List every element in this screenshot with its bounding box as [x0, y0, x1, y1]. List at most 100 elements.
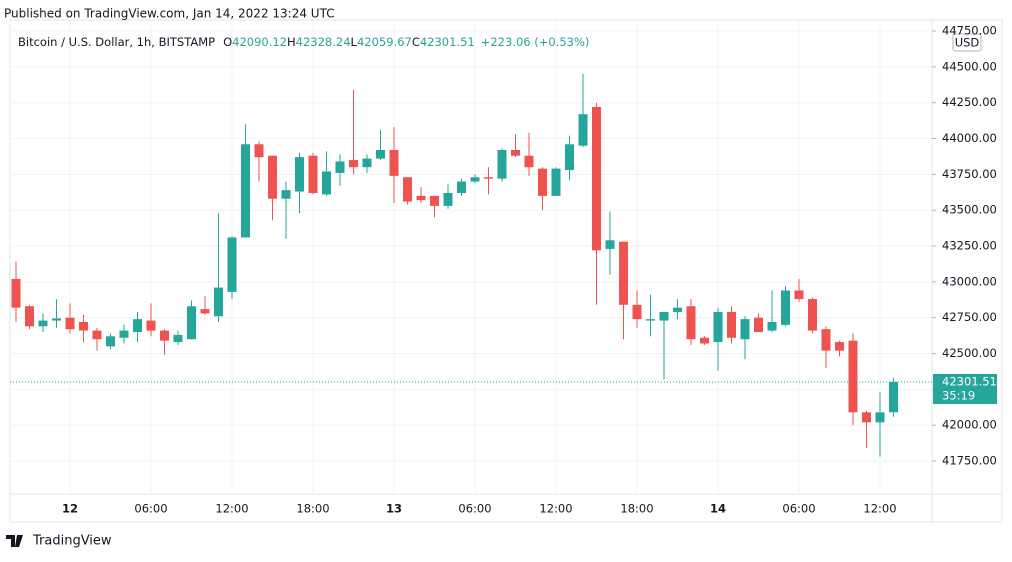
- x-tick-label: 18:00: [296, 502, 329, 516]
- y-tick-label: 43000.00: [942, 274, 997, 288]
- candle-body: [551, 168, 561, 196]
- x-tick-label: 06:00: [134, 502, 167, 516]
- y-tick-label: 43500.00: [942, 203, 997, 217]
- legend-title: Bitcoin / U.S. Dollar, 1h, BITSTAMP: [18, 35, 215, 49]
- brand: TradingView: [32, 534, 112, 549]
- candle-body: [133, 319, 142, 333]
- candle-body: [484, 177, 493, 179]
- candle-body: [511, 150, 520, 156]
- y-tick-label: 44500.00: [942, 59, 997, 73]
- candle-body: [11, 279, 21, 308]
- candle-body: [52, 318, 61, 321]
- candle-body: [632, 304, 642, 320]
- y-tick-label: 42500.00: [942, 346, 997, 360]
- candle-body: [889, 381, 898, 413]
- candle-body: [308, 155, 318, 194]
- candle-body: [619, 241, 628, 305]
- candle-body: [335, 161, 345, 173]
- y-tick-label: 44750.00: [942, 24, 997, 38]
- candle-body: [754, 317, 763, 333]
- candle-body: [173, 334, 183, 343]
- candle-body: [808, 299, 817, 331]
- candle-body: [686, 306, 696, 340]
- legend-change: +223.06 (+0.53%): [481, 35, 590, 49]
- candle-body: [713, 311, 723, 343]
- candle-body: [349, 160, 358, 168]
- legend: Bitcoin / U.S. Dollar, 1h, BITSTAMP O4209…: [18, 35, 589, 49]
- candle-body: [389, 150, 399, 176]
- last-price-label: 42301.51: [942, 374, 997, 388]
- y-tick-label: 41750.00: [942, 454, 997, 468]
- x-tick-label: 12:00: [863, 502, 896, 516]
- candle-body: [268, 155, 277, 199]
- countdown: 35:19: [942, 388, 975, 402]
- legend-key: H: [287, 35, 296, 49]
- candle-body: [281, 190, 291, 199]
- x-tick-label: 18:00: [620, 502, 653, 516]
- y-tick-label: 42000.00: [942, 418, 997, 432]
- candle-body: [403, 177, 412, 202]
- candle-body: [605, 240, 615, 249]
- candle-body: [727, 311, 736, 338]
- x-tick-label: 12:00: [539, 502, 572, 516]
- x-tick-label: 13: [386, 502, 402, 516]
- candle-body: [794, 290, 804, 300]
- x-tick-label: 06:00: [782, 502, 815, 516]
- candle-body: [200, 309, 210, 314]
- candle-body: [781, 290, 790, 325]
- candle-body: [565, 144, 574, 171]
- candle-body: [592, 107, 601, 251]
- legend-key: C: [412, 35, 420, 49]
- candle-body: [673, 307, 682, 312]
- candle-body: [578, 114, 588, 146]
- candle-body: [524, 155, 534, 168]
- candle-body: [254, 144, 264, 158]
- candle-body: [835, 342, 844, 351]
- candle-body: [376, 150, 385, 159]
- candle-body: [322, 171, 331, 195]
- candle-body: [187, 306, 196, 340]
- candle-body: [119, 330, 129, 338]
- last-price-box: [933, 373, 997, 404]
- candle-body: [740, 319, 750, 340]
- grid: [10, 20, 932, 494]
- frame: [9, 19, 1003, 523]
- candle-body: [241, 144, 250, 238]
- currency: USD: [955, 36, 980, 50]
- candle-body: [79, 322, 88, 331]
- candle-body: [362, 158, 372, 168]
- candle-body: [659, 311, 669, 321]
- candle-body: [848, 340, 858, 413]
- x-tick-label: 14: [710, 502, 726, 516]
- legend-key: O: [223, 35, 232, 49]
- logo: TradingView: [6, 534, 112, 549]
- candle-body: [700, 337, 709, 344]
- x-tick-label: 12:00: [215, 502, 248, 516]
- candle-body: [25, 306, 34, 327]
- published: Published on TradingView.com, Jan 14, 20…: [4, 7, 335, 21]
- y-tick-label: 43250.00: [942, 239, 997, 253]
- candle-body: [38, 320, 48, 327]
- legend-key: L: [351, 35, 358, 49]
- candle-body: [214, 287, 223, 317]
- x-tick-label: 12: [62, 502, 78, 516]
- candle-body: [470, 177, 480, 182]
- candle-body: [443, 193, 453, 206]
- candle-body: [875, 412, 885, 423]
- legend-value: 42328.24: [296, 35, 351, 49]
- y-tick-label: 44250.00: [942, 95, 997, 109]
- candle-body: [646, 319, 655, 321]
- legend-value: 42301.51: [420, 35, 475, 49]
- candle-body: [227, 237, 237, 292]
- candle-body: [862, 412, 871, 423]
- y-tick-label: 42750.00: [942, 310, 997, 324]
- candle-body: [457, 181, 466, 194]
- y-tick-label: 43750.00: [942, 167, 997, 181]
- currency-box: [952, 33, 982, 52]
- x-tick-label: 06:00: [458, 502, 491, 516]
- candle-body: [821, 329, 831, 351]
- candle-body: [92, 330, 102, 340]
- candle-body: [767, 322, 777, 331]
- legend-value: 42059.67: [357, 35, 412, 49]
